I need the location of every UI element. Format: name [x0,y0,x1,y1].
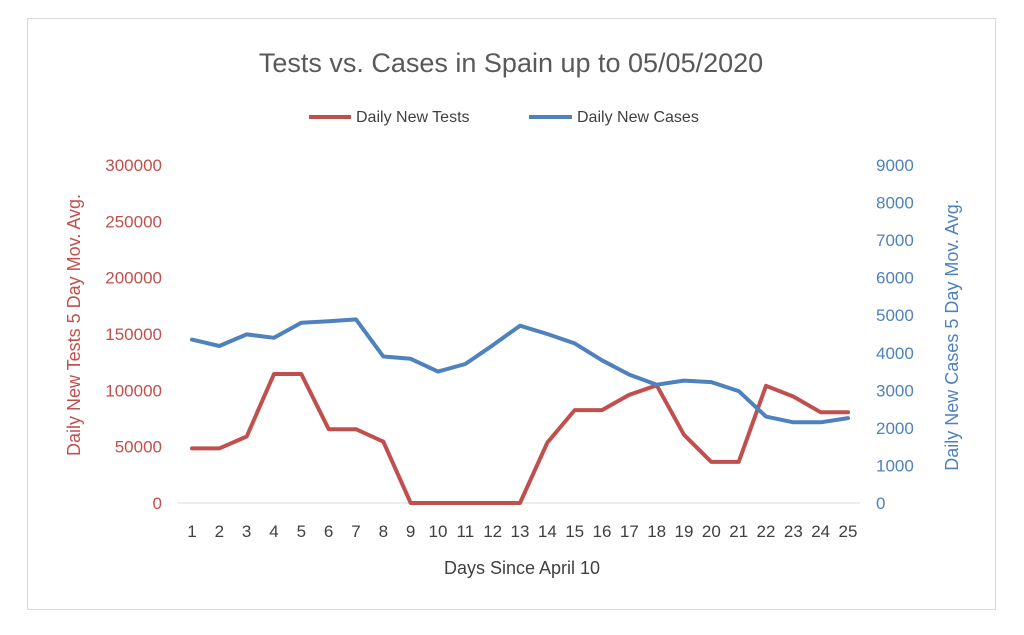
x-tick-label: 21 [729,522,748,541]
left-tick-label: 200000 [105,269,162,288]
right-tick-label: 6000 [876,269,914,288]
right-tick-label: 1000 [876,456,914,475]
series-layer [190,317,850,505]
x-tick-label: 9 [406,522,415,541]
x-axis: 1 2 3 4 5 6 7 8 9 10 11 12 13 14 15 16 17 18 19 20 21 22 23 24 2… [187,522,857,541]
x-tick-label: 11 [457,522,475,541]
left-axis-title: Daily New Tests 5 Day Mov. Avg. [64,194,84,456]
x-tick-label: 5 [297,522,306,541]
right-axis-title: Daily New Cases 5 Day Mov. Avg. [942,199,962,470]
right-tick-label: 7000 [876,231,914,250]
x-tick-label: 13 [511,522,530,541]
x-tick-label: 3 [242,522,251,541]
x-tick-label: 23 [784,522,803,541]
right-tick-label: 5000 [876,306,914,325]
x-tick-label: 1 [187,522,196,541]
legend: Daily New Tests Daily New Cases [309,109,699,126]
left-tick-label: 300000 [105,156,162,175]
x-tick-label: 25 [839,522,858,541]
x-tick-label: 2 [215,522,224,541]
legend-label-tests: Daily New Tests [356,109,470,126]
right-tick-label: 4000 [876,344,914,363]
x-tick-label: 4 [269,522,278,541]
right-y-axis: 0 1000 2000 3000 4000 5000 6000 7000 8000 9000 [876,156,914,513]
left-tick-label: 250000 [105,212,162,231]
x-tick-label: 17 [620,522,639,541]
x-tick-label: 16 [593,522,612,541]
left-tick-label: 150000 [105,325,162,344]
right-tick-label: 3000 [876,381,914,400]
left-tick-label: 0 [153,494,162,513]
series-line-tests [190,372,850,505]
x-tick-label: 20 [702,522,721,541]
x-tick-label: 7 [351,522,360,541]
x-tick-label: 22 [757,522,776,541]
x-tick-label: 19 [675,522,694,541]
right-tick-label: 8000 [876,194,914,213]
right-tick-label: 2000 [876,419,914,438]
x-tick-label: 15 [565,522,584,541]
chart-frame [27,18,996,610]
x-axis-title: Days Since April 10 [444,558,600,578]
x-tick-label: 12 [483,522,502,541]
x-tick-label: 18 [647,522,666,541]
legend-label-cases: Daily New Cases [577,109,699,126]
right-tick-label: 9000 [876,156,914,175]
x-tick-label: 24 [811,522,830,541]
chart-title: Tests vs. Cases in Spain up to 05/05/202… [259,48,763,78]
x-tick-label: 6 [324,522,333,541]
right-tick-label: 0 [876,494,885,513]
x-tick-label: 8 [379,522,388,541]
left-tick-label: 50000 [115,438,162,457]
x-tick-label: 14 [538,522,557,541]
series-line-cases [190,317,850,425]
left-tick-label: 100000 [105,381,162,400]
left-y-axis: 0 50000 100000 150000 200000 250000 300000 [105,156,162,513]
x-tick-label: 10 [429,522,448,541]
